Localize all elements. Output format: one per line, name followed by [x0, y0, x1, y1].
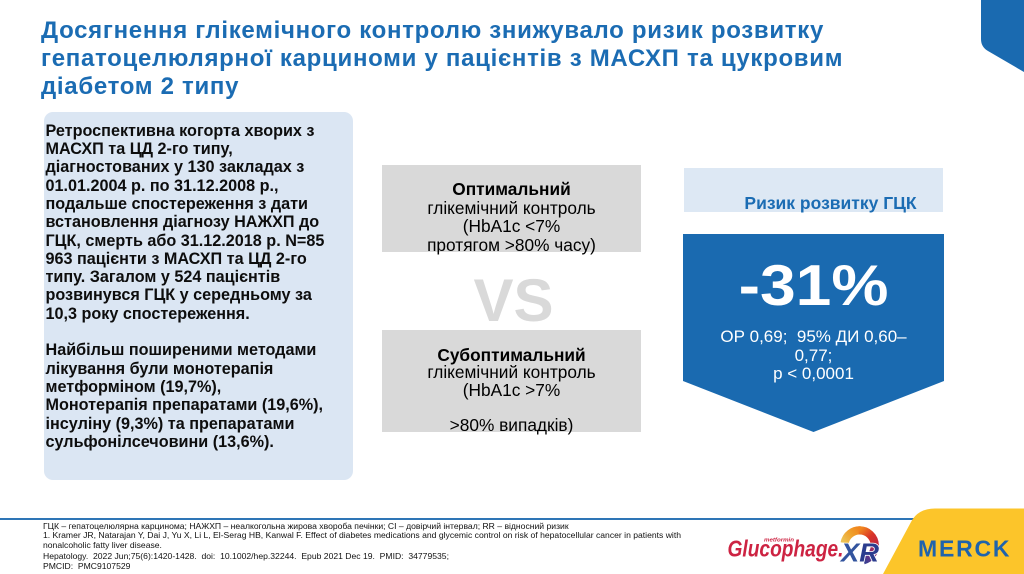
- svg-text:metformin: metformin: [764, 537, 794, 543]
- svg-text:MERCK: MERCK: [918, 536, 1011, 562]
- svg-text:XR: XR: [839, 538, 879, 568]
- svg-text:Glucophage.: Glucophage.: [728, 536, 844, 562]
